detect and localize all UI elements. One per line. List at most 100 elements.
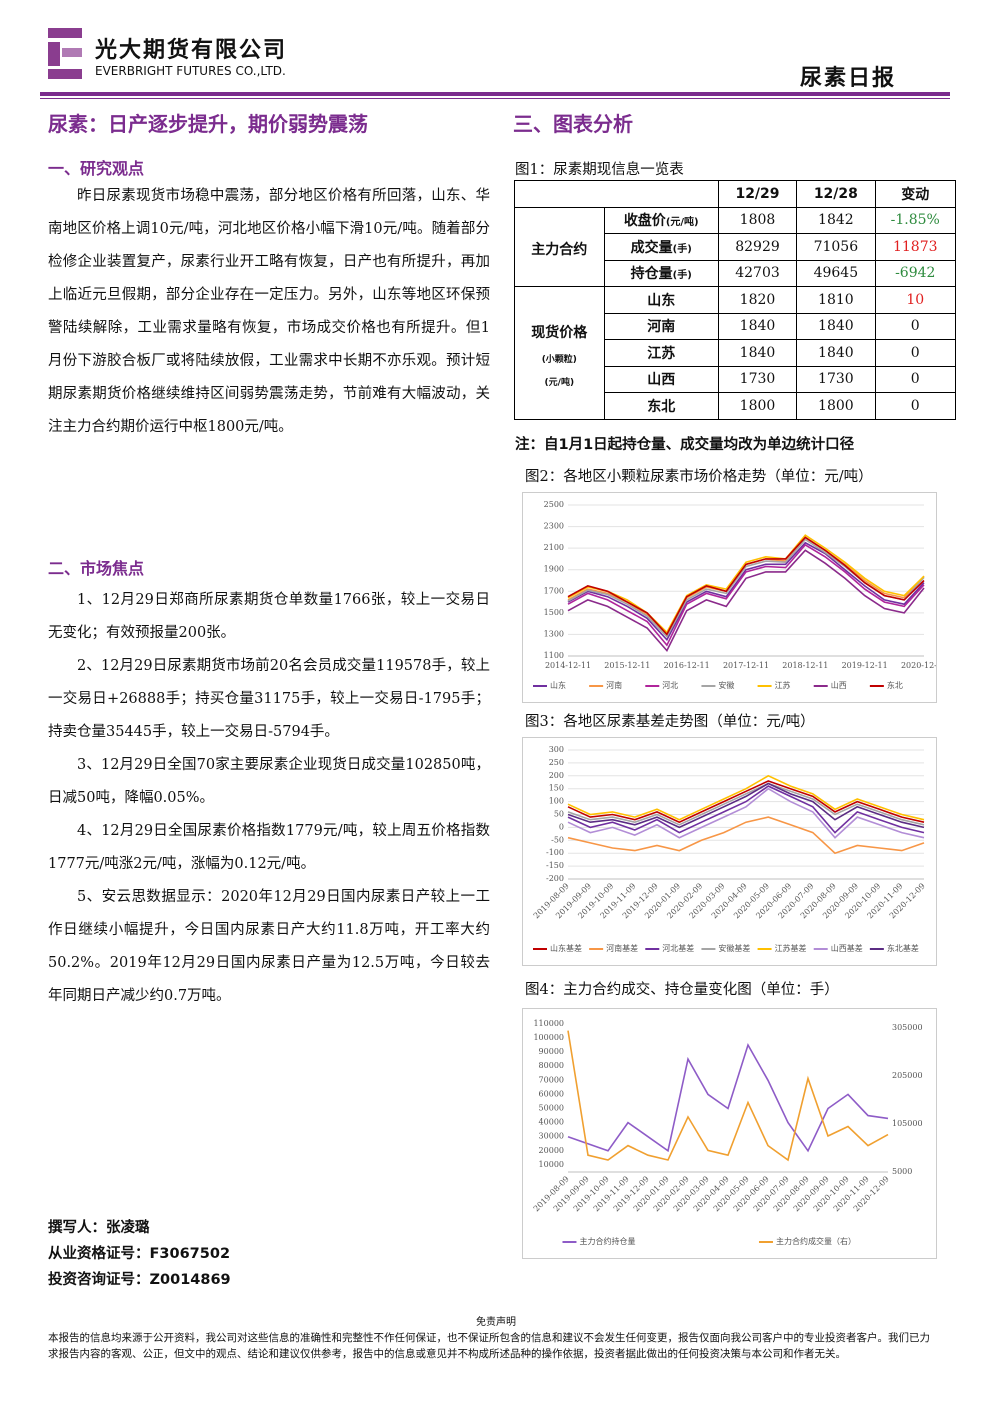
y-tick-label: 10000 [539, 1160, 564, 1169]
header-rule [40, 92, 950, 96]
table-header: 12/29 12/28 变动 [514, 180, 957, 208]
focus-list: 1、12月29日郑商所尿素期货仓单数量1766张，较上一交易日无变化；有效预报量… [48, 584, 490, 1013]
y2-tick-label: 305000 [892, 1023, 923, 1032]
row-unit: (元/吨) [665, 217, 699, 229]
value-cell: 1840 [796, 312, 876, 340]
focus-item: 4、12月29日全国尿素价格指数1779元/吨，较上周五价格指数1777元/吨涨… [48, 823, 490, 872]
value-cell: 1808 [717, 206, 798, 234]
series-line [567, 782, 925, 829]
series-line [567, 538, 925, 638]
y-tick-label: -100 [546, 848, 564, 857]
legend-label: 山东基差 [550, 943, 582, 953]
table-note: 注：自1月1日起持仓量、成交量均改为单边统计口径 [515, 437, 855, 453]
figure-caption: 图2：各地区小颗粒尿素市场价格走势（单位：元/吨） [525, 469, 873, 485]
value-cell: 42703 [717, 259, 798, 287]
value-cell: 1840 [796, 339, 876, 367]
y2-tick-label: 5000 [892, 1167, 912, 1176]
series-line [567, 816, 925, 855]
y-tick-label: 200 [549, 771, 564, 780]
row-item: 东北 [647, 398, 676, 415]
row-label: 持仓量(手) [603, 259, 719, 287]
series-line [567, 785, 925, 834]
series-line [567, 536, 925, 636]
row-label: 河南 [603, 312, 719, 340]
chart: 10000 20000 30000 40000 50000 60000 70000 80000… [532, 1019, 923, 1246]
author-line: 投资咨询证号：Z0014869 [48, 1272, 231, 1288]
row-label: 成交量(手) [603, 233, 719, 261]
legend-label: 主力合约持仓量 [579, 1236, 635, 1246]
report-name: 尿素日报 [800, 65, 897, 91]
table-row: 主力合约 收盘价(元/吨) 1808 1842 -1.85% [514, 206, 957, 287]
series-line [567, 534, 925, 634]
disclaimer-title: 免责声明 [476, 1317, 516, 1328]
value-cell: 11873 [874, 233, 957, 261]
legend-label: 主力合约成交量（右） [776, 1236, 856, 1246]
row-unit: (手) [672, 270, 692, 282]
value-cell: -6942 [874, 259, 957, 287]
y-tick-label: 90000 [539, 1047, 564, 1056]
value-cell: 1840 [717, 312, 798, 340]
figure-caption: 图1：尿素期现信息一览表 [515, 162, 684, 178]
value-cell: 0 [874, 312, 957, 340]
header-cell [514, 180, 719, 208]
value-cell: 0 [874, 339, 957, 367]
y-tick-label: 1100 [544, 651, 564, 660]
y-tick-label: 1900 [544, 565, 564, 574]
section-title: 三、图表分析 [513, 112, 633, 136]
table-row: 东北 1800 1800 0 [515, 392, 957, 420]
group-label: 现货价格 [531, 324, 588, 341]
series-line [567, 782, 925, 826]
row-item: 山西 [647, 372, 676, 389]
author-block: 撰写人：张凌璐 从业资格证号：F3067502 投资咨询证号：Z0014869 [48, 1215, 231, 1293]
value-cell: 71056 [796, 233, 876, 261]
value-cell: 1730 [717, 365, 798, 393]
y-tick-label: -200 [546, 874, 564, 883]
y-tick-label: 2300 [544, 522, 564, 531]
focus-item: 5、安云思数据显示：2020年12月29日国内尿素日产较上一工作日继续小幅提升，… [48, 889, 490, 1004]
group-cell: 主力合约 [514, 206, 605, 287]
value-cell: 49645 [796, 259, 876, 287]
table-row: 河南 1840 1840 0 [515, 312, 957, 340]
x-tick-label: 2019-12-11 [842, 661, 888, 670]
legend-label: 河北基差 [662, 943, 694, 953]
value-cell: 0 [874, 365, 957, 393]
value-cell: 1810 [796, 286, 876, 314]
figure-caption: 图4：主力合约成交、持仓量变化图（单位：手） [525, 982, 839, 998]
author-line: 撰写人：张凌璐 [48, 1220, 150, 1236]
group-label: 主力合约 [531, 241, 588, 258]
row-item: 持仓量 [630, 266, 673, 283]
focus-item: 3、12月29日全国70家主要尿素企业现货日成交量102850吨，日减50吨，降… [48, 757, 490, 806]
row-label: 山西 [603, 365, 719, 393]
table-row: 持仓量(手) 42703 49645 -6942 [515, 259, 957, 287]
legend-label: 安徽 [718, 680, 734, 690]
focus-item: 1、12月29日郑商所尿素期货仓单数量1766张，较上一交易日无变化；有效预报量… [48, 592, 490, 641]
value-cell: 0 [874, 392, 957, 420]
chart-frame: 10000 20000 30000 40000 50000 60000 70000 80000… [522, 1008, 937, 1259]
row-unit: (手) [672, 243, 692, 255]
chart: -200-150-100-500501001502002503002019-08… [532, 745, 927, 953]
chart: 1100 1300 1500 1700 1900 2100 2300 2500 2014-12-… [533, 500, 947, 690]
series-line [567, 1030, 889, 1162]
header-cell: 12/28 [796, 180, 876, 208]
series-line [567, 787, 925, 839]
paragraph-text: 昨日尿素现货市场稳中震荡，部分地区价格有所回落，山东、华南地区价格上调10元/吨… [48, 188, 490, 435]
y-tick-label: 20000 [539, 1146, 564, 1155]
paragraph: 昨日尿素现货市场稳中震荡，部分地区价格有所回落，山东、华南地区价格上调10元/吨… [48, 180, 490, 444]
y-tick-label: 150 [549, 784, 564, 793]
y-tick-label: 1700 [544, 586, 564, 595]
group-label: (元/吨) [544, 377, 575, 388]
y-tick-label: 30000 [539, 1132, 564, 1141]
company-cn: 光大期货有限公司 [95, 38, 288, 63]
company-en: EVERBRIGHT FUTURES CO.,LTD. [95, 64, 286, 78]
y-tick-label: 250 [549, 758, 564, 767]
y-tick-label: 50000 [539, 1103, 564, 1112]
series-line [567, 774, 925, 821]
legend-label: 河南 [606, 680, 622, 690]
row-label: 江苏 [603, 339, 719, 367]
value-cell: 1800 [796, 392, 876, 420]
table-row: 成交量(手) 82929 71056 11873 [515, 233, 957, 261]
y-tick-label: 50 [554, 810, 564, 819]
series-line [567, 549, 925, 653]
legend-label: 安徽基差 [718, 943, 750, 953]
value-cell: 1842 [796, 206, 876, 234]
